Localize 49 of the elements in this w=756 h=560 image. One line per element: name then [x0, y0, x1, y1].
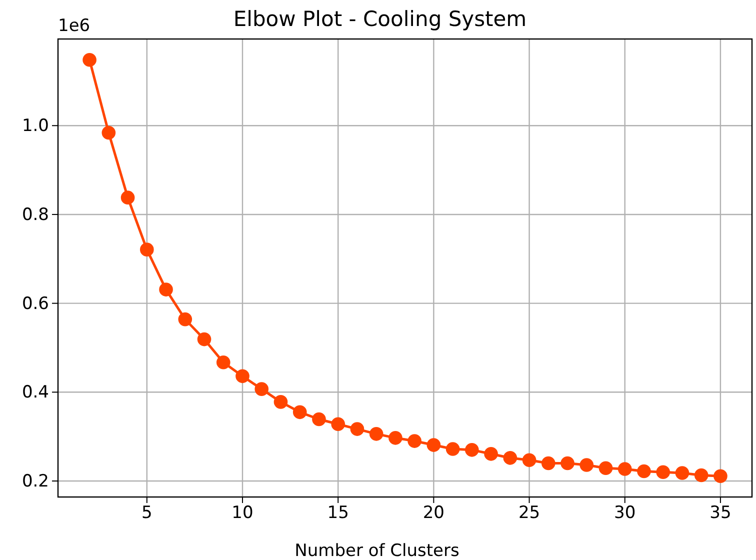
x-tick-label: 5 — [141, 503, 152, 524]
point — [254, 382, 269, 396]
x-axis-title: Number of Clusters — [294, 541, 460, 560]
point — [388, 431, 402, 445]
point — [714, 469, 728, 484]
point — [618, 462, 632, 476]
point — [178, 312, 192, 326]
x-tick-label: 25 — [518, 503, 540, 524]
y-tick-label: 0.4 — [22, 382, 49, 403]
point — [369, 427, 384, 441]
point — [675, 466, 690, 480]
text: 1e6 — [58, 16, 90, 36]
y-tick-label: 1.0 — [22, 116, 49, 136]
point — [312, 412, 326, 426]
point — [522, 453, 536, 468]
point — [426, 438, 441, 452]
chart-title: Elbow Plot - Cooling System — [233, 7, 527, 31]
point — [216, 356, 230, 370]
point — [446, 442, 460, 456]
point — [274, 395, 288, 409]
point — [694, 468, 708, 482]
point — [331, 417, 345, 432]
x-tick-label: 15 — [327, 503, 349, 524]
point — [82, 52, 96, 67]
x-tick-label: 20 — [422, 503, 444, 524]
point — [408, 434, 422, 448]
x-tick-label: 35 — [710, 503, 732, 524]
point — [292, 405, 307, 420]
y-tick-label: 0.8 — [22, 204, 49, 225]
point — [197, 332, 212, 346]
x-tick-label: 10 — [232, 503, 254, 524]
x-tick-label: 30 — [614, 503, 636, 524]
point — [140, 242, 154, 256]
point — [598, 461, 613, 476]
point — [637, 464, 651, 478]
point — [159, 282, 173, 296]
y-tick-label: 0.2 — [22, 471, 49, 492]
y-tick-label: 0.6 — [22, 294, 49, 314]
point — [484, 447, 498, 461]
point — [560, 456, 574, 470]
point — [236, 369, 250, 384]
point — [350, 422, 364, 436]
point — [465, 443, 479, 457]
point — [541, 456, 556, 470]
point — [656, 465, 670, 480]
point — [503, 451, 518, 465]
point — [120, 190, 135, 204]
point — [580, 458, 594, 472]
point — [102, 126, 116, 140]
